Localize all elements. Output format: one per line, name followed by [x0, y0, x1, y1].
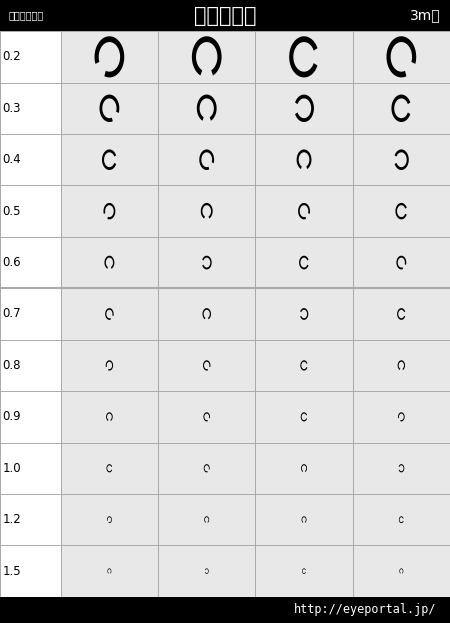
- Text: 1.2: 1.2: [2, 513, 21, 526]
- Text: 1.5: 1.5: [2, 564, 21, 578]
- Text: 0.2: 0.2: [2, 50, 21, 64]
- Text: 0.4: 0.4: [2, 153, 21, 166]
- Text: 0.3: 0.3: [2, 102, 21, 115]
- Text: http://eyeportal.jp/: http://eyeportal.jp/: [294, 604, 436, 616]
- Text: 0.6: 0.6: [2, 256, 21, 269]
- Text: 視力検査表: 視力検査表: [194, 6, 256, 26]
- Text: 3m用: 3m用: [410, 9, 441, 22]
- Text: アイポータル: アイポータル: [9, 11, 44, 21]
- Text: 0.7: 0.7: [2, 308, 21, 320]
- Text: 1.0: 1.0: [2, 462, 21, 475]
- Text: 0.8: 0.8: [2, 359, 21, 372]
- Text: 0.5: 0.5: [2, 204, 21, 217]
- Text: 0.9: 0.9: [2, 411, 21, 424]
